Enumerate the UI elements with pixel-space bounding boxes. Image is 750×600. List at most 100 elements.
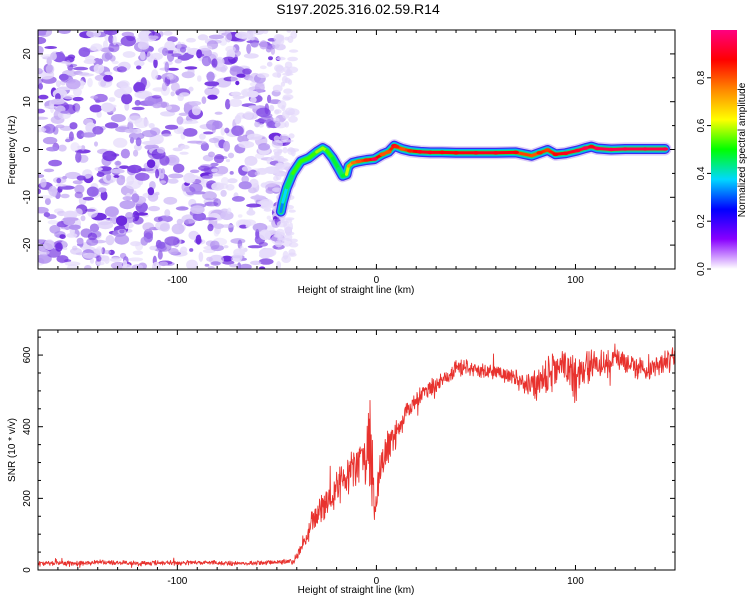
noise-blob [140, 77, 147, 89]
noise-blob [86, 30, 101, 38]
noise-blob [184, 120, 199, 124]
spectrogram-ylabel: Frequency (Hz) [7, 116, 18, 185]
noise-blob [85, 208, 96, 212]
noise-blob [254, 171, 260, 176]
noise-blob [272, 84, 283, 93]
noise-blob [116, 215, 128, 226]
noise-blob [239, 245, 245, 256]
noise-blob [113, 137, 128, 148]
noise-blob [201, 96, 207, 104]
noise-blob [105, 235, 115, 246]
noise-blob [134, 81, 142, 92]
noise-blob [197, 34, 209, 41]
noise-blob [132, 216, 144, 225]
noise-blob [55, 242, 63, 252]
noise-blob [38, 253, 52, 264]
noise-blob [132, 250, 144, 256]
noise-blob [187, 67, 195, 76]
noise-blob [58, 144, 67, 152]
noise-blob [246, 90, 259, 98]
noise-blob [100, 190, 108, 201]
y-tick-label: 600 [22, 346, 33, 363]
noise-blob [288, 209, 296, 213]
ridge-point [427, 150, 434, 155]
ridge-point [544, 148, 551, 152]
noise-blob [116, 66, 127, 73]
ridge-point [594, 146, 601, 151]
noise-blob [89, 258, 95, 264]
noise-blob [74, 191, 84, 199]
noise-blob [158, 261, 169, 267]
noise-blob [273, 117, 280, 123]
noise-blob [167, 67, 179, 71]
noise-blob [207, 266, 215, 269]
noise-blob [153, 58, 158, 69]
noise-blob [103, 74, 114, 82]
noise-blob [97, 187, 107, 193]
noise-blob [207, 94, 218, 100]
noise-blob [38, 249, 50, 256]
noise-blob [94, 167, 103, 171]
noise-blob [45, 64, 55, 75]
noise-blob [232, 253, 243, 262]
noise-blob [282, 72, 294, 76]
noise-blob [270, 47, 276, 55]
noise-blob [259, 65, 267, 70]
noise-blob [265, 45, 272, 53]
noise-blob [224, 127, 230, 134]
noise-blob [38, 116, 49, 120]
noise-blob [65, 138, 71, 143]
noise-blob [223, 140, 231, 152]
noise-blob [201, 175, 213, 180]
noise-blob [44, 46, 57, 49]
noise-blob [142, 222, 155, 232]
noise-blob [208, 173, 224, 177]
noise-blob [109, 257, 122, 263]
y-tick-label: 10 [22, 96, 33, 108]
noise-blob [38, 68, 43, 75]
ridge-point [608, 147, 615, 152]
ridge-point [371, 157, 378, 161]
colorbar-tick-label: 0.2 [696, 214, 707, 228]
noise-blob [136, 65, 142, 70]
noise-blob [46, 57, 52, 66]
noise-blob [102, 40, 109, 50]
noise-blob [264, 103, 269, 115]
noise-blob [208, 34, 224, 40]
ridge-point [379, 152, 386, 157]
noise-blob [254, 121, 260, 128]
noise-blob [159, 155, 170, 166]
x-tick-label: 100 [567, 576, 584, 587]
noise-blob [96, 111, 102, 118]
noise-blob [58, 73, 69, 81]
colorbar-tick-label: 0.0 [696, 262, 707, 276]
noise-blob [122, 51, 136, 58]
ridge-segment [331, 156, 341, 171]
noise-blob [156, 101, 170, 108]
noise-blob [151, 69, 159, 80]
snr-xlabel: Height of straight line (km) [298, 585, 415, 596]
noise-blob [110, 114, 126, 123]
noise-blob [101, 52, 111, 62]
noise-blob [189, 169, 200, 174]
noise-blob [38, 32, 47, 36]
noise-blob [252, 30, 265, 35]
noise-blob [64, 261, 81, 267]
noise-blob [287, 56, 298, 62]
noise-blob [65, 60, 71, 67]
noise-blob [87, 207, 98, 218]
ridge-point [641, 147, 649, 151]
noise-blob [109, 216, 117, 224]
noise-blob [288, 133, 295, 139]
noise-blob [83, 59, 96, 65]
noise-blob [46, 146, 59, 152]
ridge-segment [279, 200, 285, 214]
noise-blob [74, 184, 85, 194]
noise-blob [171, 53, 182, 58]
noise-blob [63, 210, 77, 219]
noise-blob [225, 159, 231, 163]
noise-blob [62, 175, 68, 180]
colorbar-tick-label: 0.4 [696, 166, 707, 180]
noise-blob [75, 151, 82, 163]
noise-blob [104, 122, 119, 129]
